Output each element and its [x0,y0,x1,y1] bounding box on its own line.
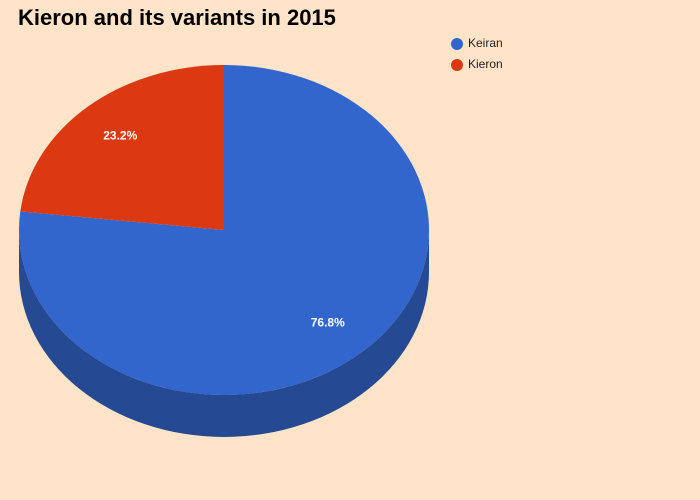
legend-label: Keiran [468,36,503,50]
slice [20,65,225,230]
slice-side [19,230,429,437]
chart-title: Kieron and its variants in 2015 [18,5,336,30]
legend-marker [451,59,463,71]
legend-marker [451,38,463,50]
data-label: 23.2% [103,129,137,143]
legend-label: Kieron [468,57,503,71]
data-label: 76.8% [311,316,345,330]
